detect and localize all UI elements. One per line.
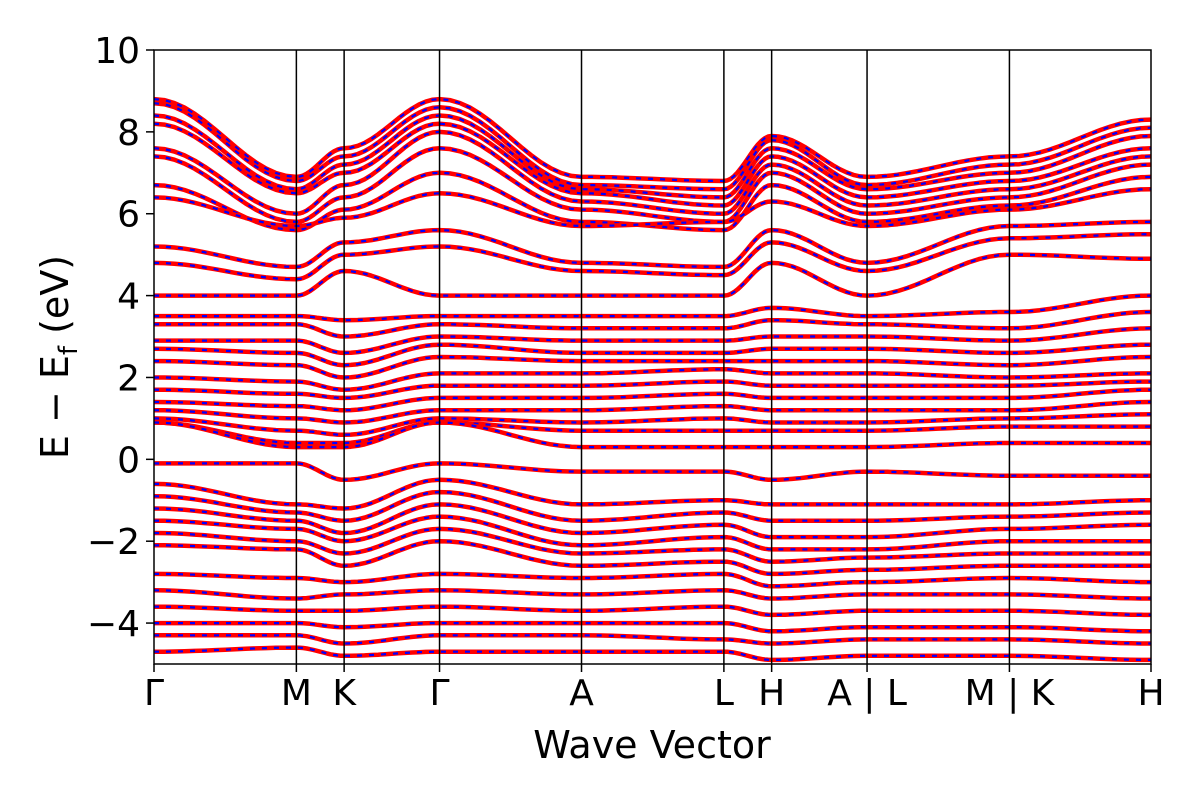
band-line-blue-w3 [154, 490, 1151, 522]
x-axis-title: Wave Vector [533, 723, 771, 767]
x-tick-label: A [569, 673, 594, 714]
band-line-red-v7 [154, 379, 1151, 401]
bands-layer [154, 96, 1151, 663]
y-tick-label: −2 [87, 522, 140, 563]
band-line-red-v8 [154, 387, 1151, 413]
band-line-red-v3 [154, 326, 1151, 356]
band-line-blue-c1 [154, 97, 1151, 183]
band-line-blue-c11 [154, 253, 1151, 297]
band-line-blue-w6 [154, 527, 1151, 563]
y-axis-title-subscript: f [54, 345, 84, 355]
x-tick-label: H [1137, 673, 1164, 714]
band-line-blue-c9 [154, 220, 1151, 269]
band-line-blue-c6 [154, 147, 1151, 224]
band-line-red-v9 [154, 399, 1151, 425]
x-tick-label: Γ [144, 673, 164, 714]
y-tick-label: 2 [117, 358, 140, 399]
band-line-red-w12 [154, 633, 1151, 646]
band-line-red-w8 [154, 571, 1151, 589]
band-line-blue-c8 [154, 188, 1151, 228]
band-line-red-v11 [154, 420, 1151, 446]
band-line-red-c3 [154, 113, 1151, 200]
band-line-red-w9 [154, 588, 1151, 601]
band-line-blue-w7 [154, 540, 1151, 575]
y-tick-label: −4 [87, 604, 140, 645]
band-line-red-w1 [154, 461, 1151, 483]
band-line-red-v6 [154, 367, 1151, 392]
kpoint-separators [295, 50, 1011, 664]
x-tick-label: A | L [827, 673, 907, 714]
x-tick-label: H [758, 673, 785, 714]
band-line-red-v2 [154, 309, 1151, 339]
band-line-red-w11 [154, 620, 1151, 634]
band-line-red-v4 [154, 342, 1151, 368]
y-tick-label: 10 [94, 31, 140, 72]
y-axis-ticks: 10 8 6 4 2 0 −2 −4 [87, 31, 154, 645]
y-axis-title-minus-e: − E [33, 355, 77, 435]
band-line-blue-c4 [154, 122, 1151, 207]
y-tick-label: 4 [117, 277, 140, 318]
y-axis-title-unit: (eV) [33, 255, 77, 346]
y-tick-label: 0 [117, 440, 140, 481]
x-tick-label: L [714, 673, 734, 714]
band-line-blue-c10 [154, 233, 1151, 281]
y-tick-label: 8 [117, 113, 140, 154]
band-line-red-w13 [154, 645, 1151, 663]
band-line-red-v10 [154, 412, 1151, 438]
x-tick-label: M | K [965, 673, 1056, 714]
x-tick-label: Γ [430, 673, 450, 714]
band-line-blue-v12 [154, 421, 1151, 449]
band-line-blue-w5 [154, 515, 1151, 551]
band-line-red-w4 [154, 502, 1151, 540]
x-tick-label: K [332, 673, 357, 714]
band-line-red-v5 [154, 354, 1151, 380]
y-axis-title: E − Ef (eV) [33, 255, 84, 459]
band-line-blue-w2 [154, 478, 1151, 510]
band-line-blue-c2 [154, 102, 1151, 191]
y-tick-label: 6 [117, 195, 140, 236]
plot-frame [153, 49, 1152, 665]
band-line-blue-c5 [154, 130, 1151, 215]
y-axis-title-e: E [33, 435, 77, 459]
band-line-red-w10 [154, 604, 1151, 618]
x-tick-label: M [281, 673, 312, 714]
band-line-red-v1 [154, 293, 1151, 323]
